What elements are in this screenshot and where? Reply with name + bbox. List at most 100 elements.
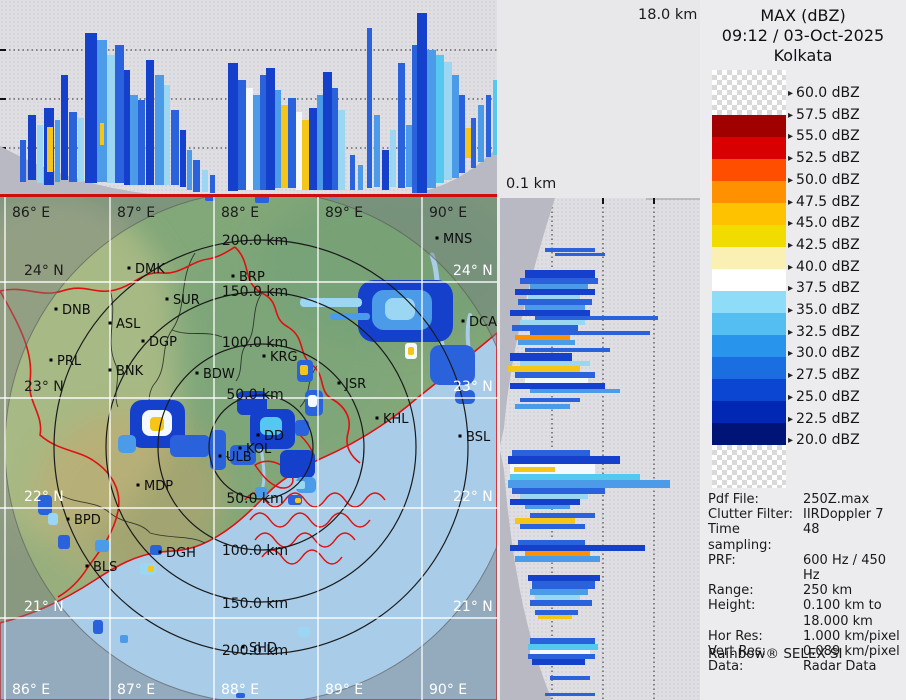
longitude-label-bottom: 89° E bbox=[325, 682, 363, 698]
echo-column bbox=[37, 125, 43, 183]
legend-threshold-label: ▸ 35.0 dBZ bbox=[788, 302, 860, 318]
longitude-label-top: 89° E bbox=[325, 205, 363, 221]
echo-row bbox=[532, 581, 595, 589]
precipitation-echo bbox=[255, 195, 269, 203]
echo-column bbox=[309, 108, 317, 190]
echo-row bbox=[528, 295, 580, 299]
panel-separator-line bbox=[0, 194, 497, 197]
axis-ticks bbox=[0, 49, 6, 149]
station-label: DGH bbox=[166, 546, 196, 561]
echo-row bbox=[530, 650, 590, 654]
station-label: SUR bbox=[173, 293, 200, 308]
station-label: BNK bbox=[116, 364, 144, 379]
legend-arrow-icon: ▸ bbox=[788, 348, 794, 360]
echo-row bbox=[528, 575, 600, 581]
echo-column bbox=[107, 55, 115, 183]
echo-column bbox=[228, 63, 238, 191]
precipitation-echo bbox=[408, 347, 414, 355]
echo-row bbox=[530, 600, 592, 606]
echo-row bbox=[538, 615, 572, 619]
range-ring-label: 50.0 km bbox=[226, 387, 283, 403]
station-label: DGP bbox=[149, 335, 177, 350]
echo-column bbox=[164, 85, 170, 185]
legend-threshold-label: ▸ 45.0 dBZ bbox=[788, 215, 860, 231]
threshold-text: 55.0 dBZ bbox=[796, 128, 860, 145]
station-marker bbox=[136, 483, 140, 487]
station-marker bbox=[238, 446, 242, 450]
precipitation-echo bbox=[48, 513, 58, 525]
out-of-range-mask bbox=[0, 195, 497, 700]
legend-color-block bbox=[712, 445, 786, 488]
echo-column bbox=[55, 120, 60, 182]
echo-row bbox=[515, 518, 575, 524]
echo-column bbox=[465, 128, 471, 158]
dbz-colorbar bbox=[712, 70, 786, 488]
station-marker bbox=[262, 354, 266, 358]
echo-column bbox=[115, 45, 124, 183]
metadata-key: Clutter Filter: bbox=[708, 507, 793, 523]
echo-row bbox=[550, 676, 590, 680]
echo-column bbox=[332, 88, 338, 190]
echo-column bbox=[193, 160, 200, 192]
precipitation-echo bbox=[300, 298, 362, 307]
echo-row bbox=[510, 383, 605, 389]
metadata-value: 1.000 km/pixel bbox=[803, 628, 900, 644]
legend-color-block bbox=[712, 335, 786, 357]
echo-row bbox=[518, 340, 575, 345]
metadata-row: Range: 250 km bbox=[708, 583, 904, 598]
echo-column bbox=[486, 95, 491, 157]
station-label: BPD bbox=[74, 513, 101, 528]
station-marker bbox=[108, 321, 112, 325]
precipitation-echo bbox=[330, 313, 370, 320]
product-name: MAX (dBZ) bbox=[760, 6, 846, 25]
echo-column bbox=[452, 75, 459, 178]
station-marker bbox=[435, 236, 439, 240]
echo-row bbox=[528, 644, 598, 650]
threshold-text: 25.0 dBZ bbox=[796, 388, 860, 405]
legend-threshold-label: ▸ 57.5 dBZ bbox=[788, 107, 860, 123]
legend-color-block bbox=[712, 159, 786, 181]
echo-column bbox=[390, 130, 396, 187]
legend-threshold-label: ▸ 52.5 dBZ bbox=[788, 150, 860, 166]
range-ring-label: 100.0 km bbox=[222, 543, 288, 559]
legend-threshold-label: ▸ 30.0 dBZ bbox=[788, 345, 860, 361]
legend-threshold-label: ▸ 60.0 dBZ bbox=[788, 85, 860, 101]
latitude-label-left: 23° N bbox=[24, 379, 64, 395]
station-marker bbox=[241, 645, 245, 649]
threshold-text: 37.5 dBZ bbox=[796, 280, 860, 297]
echo-column bbox=[69, 112, 77, 182]
latitude-label-right: 24° N bbox=[453, 263, 493, 279]
station-label: BRP bbox=[239, 270, 265, 285]
echo-row bbox=[520, 278, 598, 284]
precipitation-echo bbox=[150, 417, 164, 431]
metadata-value: 0.089 km/pixel bbox=[803, 644, 900, 660]
station-label: DD bbox=[264, 429, 284, 444]
legend-color-block bbox=[712, 181, 786, 203]
metadata-key: Data: bbox=[708, 659, 744, 675]
echo-column bbox=[100, 123, 104, 145]
echo-row bbox=[545, 693, 595, 696]
echo-column bbox=[260, 75, 267, 190]
side-height-profile-panel bbox=[500, 198, 703, 700]
max-height-label: 18.0 km bbox=[638, 7, 698, 23]
metadata-value: IIRDoppler 7 bbox=[803, 507, 884, 523]
side-profile-bars bbox=[508, 248, 670, 696]
legend-arrow-icon: ▸ bbox=[788, 218, 794, 230]
precipitation-echo bbox=[295, 420, 309, 436]
range-ring bbox=[208, 394, 314, 500]
legend-threshold-label: ▸ 37.5 dBZ bbox=[788, 280, 860, 296]
station-label: PRL bbox=[57, 354, 82, 369]
station-label: MDP bbox=[144, 479, 173, 494]
longitude-label-top: 87° E bbox=[117, 205, 155, 221]
legend-arrow-icon: ▸ bbox=[788, 153, 794, 165]
echo-row bbox=[530, 513, 595, 518]
longitude-label-bottom: 88° E bbox=[221, 682, 259, 698]
precipitation-echo bbox=[148, 566, 154, 572]
longitude-label-top: 88° E bbox=[221, 205, 259, 221]
legend-color-block bbox=[712, 203, 786, 225]
echo-row bbox=[510, 499, 580, 505]
threshold-text: 32.5 dBZ bbox=[796, 323, 860, 340]
echo-column bbox=[246, 88, 253, 190]
top-profile-bars bbox=[20, 13, 497, 193]
precipitation-echo bbox=[430, 345, 475, 385]
